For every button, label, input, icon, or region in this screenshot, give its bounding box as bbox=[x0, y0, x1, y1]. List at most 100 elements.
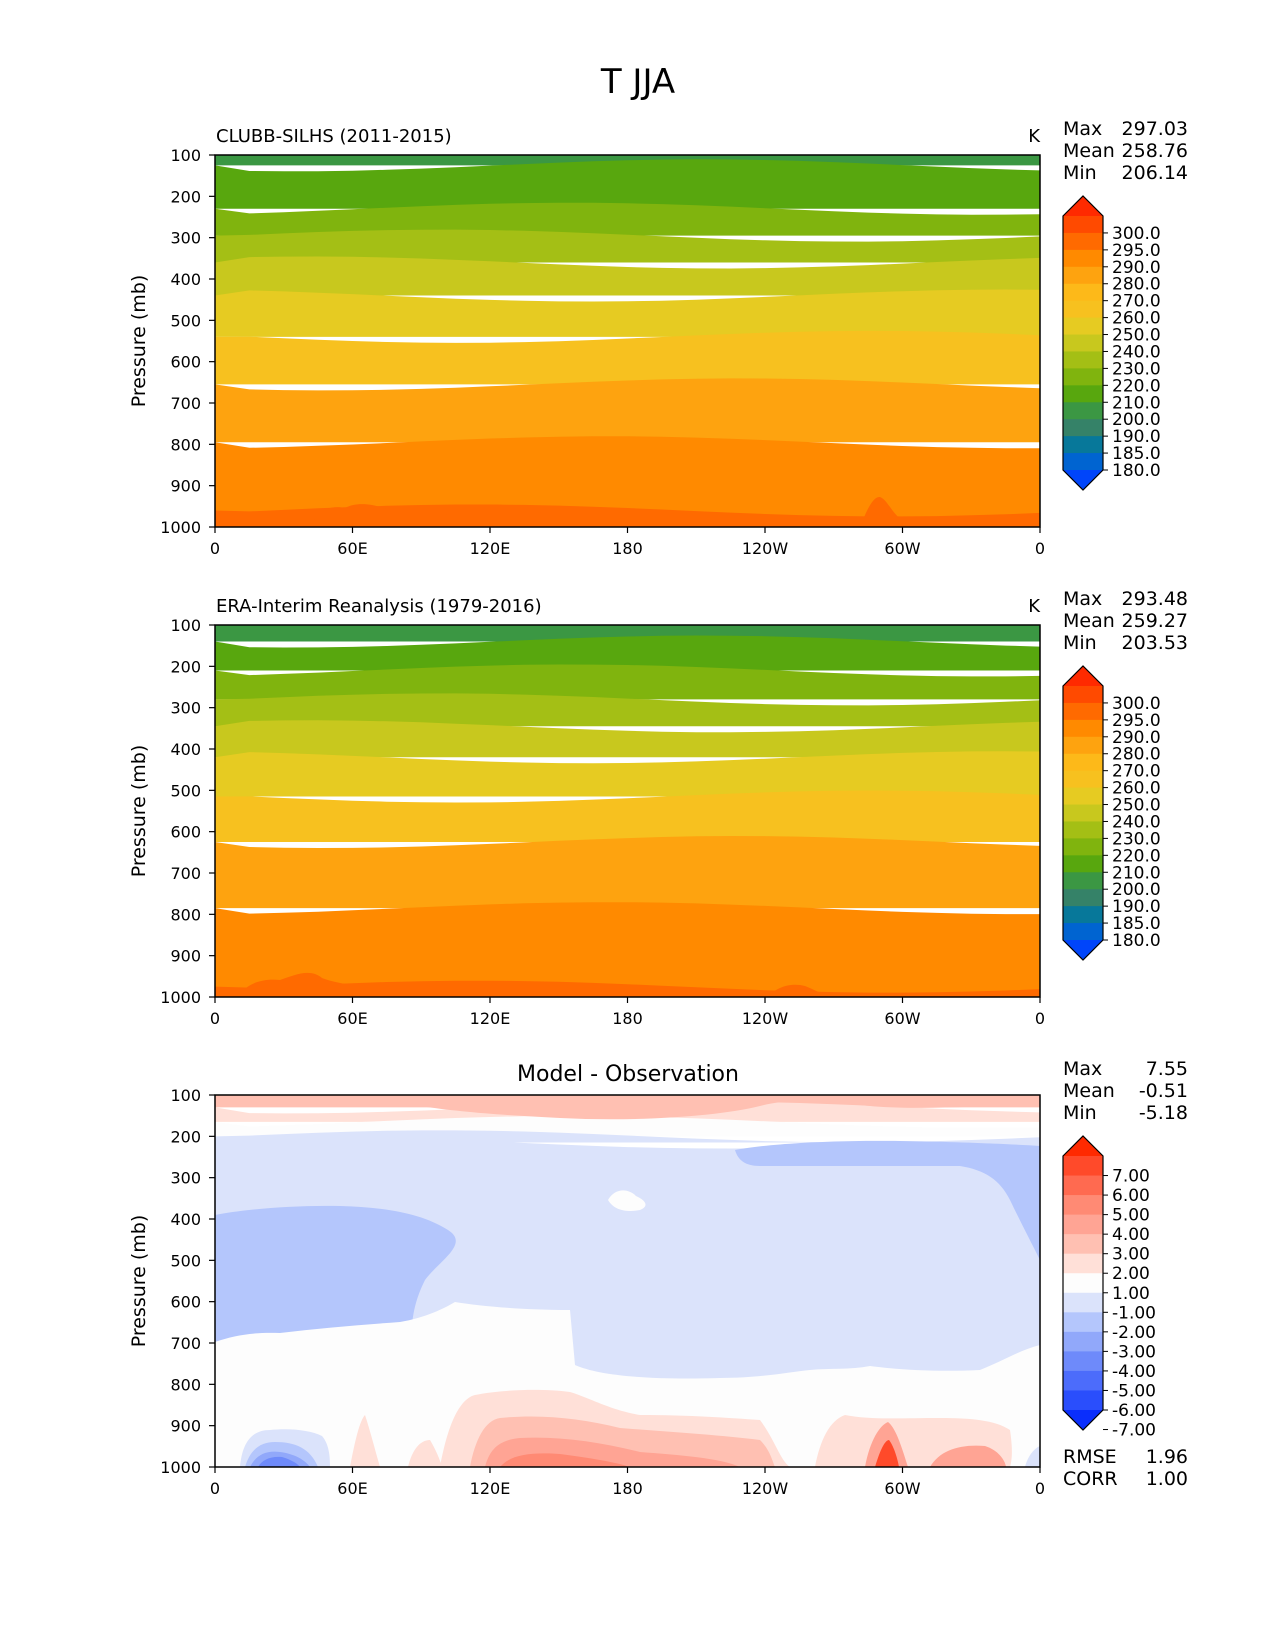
colorbar-swatch bbox=[1063, 300, 1103, 319]
stat-value: 203.53 bbox=[1122, 632, 1188, 654]
panel-title: Model - Observation bbox=[517, 1062, 739, 1087]
colorbar-label: -1.00 bbox=[1112, 1303, 1156, 1323]
y-tick-label: 600 bbox=[170, 353, 201, 372]
x-tick-label: 0 bbox=[210, 1009, 220, 1028]
stat-label: Mean bbox=[1063, 1080, 1115, 1102]
colorbar-swatch bbox=[1063, 1214, 1103, 1235]
x-tick-label: 120E bbox=[470, 539, 511, 558]
x-tick-label: 120W bbox=[742, 1479, 789, 1498]
y-tick-label: 600 bbox=[170, 823, 201, 842]
y-tick-label: 200 bbox=[170, 187, 201, 206]
x-tick-label: 0 bbox=[1035, 539, 1045, 558]
colorbar-swatch bbox=[1063, 368, 1103, 386]
panel-title: CLUBB-SILHS (2011-2015) bbox=[216, 126, 452, 147]
colorbar-label: 4.00 bbox=[1112, 1225, 1150, 1245]
y-tick-label: 300 bbox=[170, 1169, 201, 1188]
colorbar-label: 180.0 bbox=[1112, 461, 1161, 481]
colorbar-label: -3.00 bbox=[1112, 1342, 1156, 1362]
y-tick-label: 400 bbox=[170, 1210, 201, 1229]
contour-field bbox=[215, 625, 1040, 997]
x-tick-label: 60W bbox=[884, 539, 920, 558]
colorbar-label: 220.0 bbox=[1112, 846, 1161, 866]
x-tick-label: 0 bbox=[1035, 1009, 1045, 1028]
x-ticks: 0 60E 120E 180 120W 60W 0 bbox=[210, 527, 1045, 558]
colorbar-label: 200.0 bbox=[1112, 410, 1161, 430]
colorbar-label: 295.0 bbox=[1112, 711, 1161, 731]
colorbar-swatch bbox=[1063, 753, 1103, 772]
colorbar-label: 190.0 bbox=[1112, 897, 1161, 917]
colorbar-swatch bbox=[1063, 719, 1103, 738]
colorbar-label: 200.0 bbox=[1112, 880, 1161, 900]
neutral-region bbox=[608, 1190, 646, 1211]
contour-band bbox=[215, 436, 1040, 527]
colorbar-label: 240.0 bbox=[1112, 342, 1161, 362]
colorbar-label: -4.00 bbox=[1112, 1362, 1156, 1382]
colorbar-swatch bbox=[1063, 1273, 1103, 1294]
contour-band bbox=[215, 159, 1040, 209]
y-tick-label: 700 bbox=[170, 394, 201, 413]
colorbar-label: -6.00 bbox=[1112, 1401, 1156, 1421]
y-tick-label: 700 bbox=[170, 1334, 201, 1353]
colorbar-label: 250.0 bbox=[1112, 326, 1161, 346]
colorbar-swatch bbox=[1063, 1234, 1103, 1255]
y-tick-label: 100 bbox=[170, 146, 201, 165]
stat-value: 1.00 bbox=[1146, 1468, 1188, 1490]
warm-anomaly bbox=[930, 1445, 1006, 1467]
warm-anomaly bbox=[875, 1440, 899, 1467]
stat-label: Min bbox=[1063, 1102, 1097, 1124]
colorbar-swatch bbox=[1063, 804, 1103, 822]
stat-value: -5.18 bbox=[1139, 1102, 1188, 1124]
stat-value: 297.03 bbox=[1122, 118, 1188, 140]
colorbar-extend-bottom bbox=[1063, 1410, 1103, 1430]
colorbar-label: 280.0 bbox=[1112, 745, 1161, 765]
contour-band bbox=[215, 378, 1040, 443]
stats-block: Max 7.55 Mean -0.51 Min -5.18 bbox=[1063, 1058, 1188, 1124]
colorbar-label: 210.0 bbox=[1112, 393, 1161, 413]
figure-title: T JJA bbox=[600, 62, 675, 102]
colorbar-swatch bbox=[1063, 736, 1103, 755]
colorbar-label: 6.00 bbox=[1112, 1186, 1150, 1206]
contour-band bbox=[215, 289, 1040, 337]
panel-title: ERA-Interim Reanalysis (1979-2016) bbox=[216, 596, 542, 617]
stat-value: 259.27 bbox=[1122, 610, 1188, 632]
panel-observation: ERA-Interim Reanalysis (1979-2016) K Pre… bbox=[128, 588, 1188, 1028]
colorbar-label: 220.0 bbox=[1112, 376, 1161, 396]
stat-value: 7.55 bbox=[1146, 1058, 1188, 1080]
stat-label: RMSE bbox=[1063, 1446, 1117, 1468]
warm-patch bbox=[238, 972, 520, 997]
x-ticks: 0 60E 120E 180 120W 60W 0 bbox=[210, 1467, 1045, 1498]
colorbar-swatch bbox=[1063, 855, 1103, 873]
contour-band bbox=[215, 664, 1040, 700]
x-tick-label: 120W bbox=[742, 539, 789, 558]
cool-anomaly bbox=[1025, 1446, 1040, 1467]
colorbar-swatch bbox=[1063, 419, 1103, 437]
y-tick-label: 600 bbox=[170, 1293, 201, 1312]
colorbar-label: 185.0 bbox=[1112, 444, 1161, 464]
colorbar: 300.0295.0290.0280.0270.0260.0250.0240.0… bbox=[1062, 665, 1161, 961]
colorbar-swatch bbox=[1063, 249, 1103, 268]
y-axis-label: Pressure (mb) bbox=[128, 1215, 150, 1348]
colorbar-swatch bbox=[1063, 906, 1103, 924]
y-tick-label: 100 bbox=[170, 1086, 201, 1105]
colorbar-swatch bbox=[1063, 283, 1103, 302]
stat-label: Mean bbox=[1063, 140, 1115, 162]
y-axis-label: Pressure (mb) bbox=[128, 745, 150, 878]
colorbar-label: 210.0 bbox=[1112, 863, 1161, 883]
stat-label: Max bbox=[1063, 588, 1102, 610]
stat-value: 258.76 bbox=[1122, 140, 1188, 162]
colorbar-swatch bbox=[1063, 216, 1103, 234]
x-tick-label: 120E bbox=[470, 1479, 511, 1498]
colorbar-label: 295.0 bbox=[1112, 241, 1161, 261]
y-tick-label: 900 bbox=[170, 477, 201, 496]
cool-anomaly bbox=[735, 1140, 1040, 1260]
colorbar-swatch bbox=[1063, 232, 1103, 251]
contour-band bbox=[215, 256, 1040, 296]
y-ticks: 100 200 300 400 500 600 700 800 900 1000 bbox=[160, 1086, 215, 1477]
units-label: K bbox=[1028, 126, 1041, 147]
y-tick-label: 400 bbox=[170, 740, 201, 759]
y-tick-label: 1000 bbox=[160, 1458, 201, 1477]
colorbar-label: -5.00 bbox=[1112, 1381, 1156, 1401]
contour-band bbox=[215, 902, 1040, 997]
x-tick-label: 0 bbox=[210, 1479, 220, 1498]
contour-field bbox=[215, 155, 1040, 527]
